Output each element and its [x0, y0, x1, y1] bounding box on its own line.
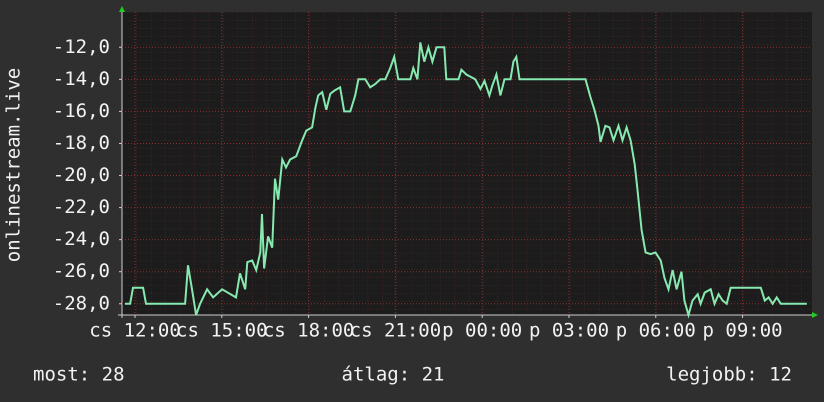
x-tick-label: cs 21:00: [350, 320, 442, 342]
y-tick-label: -20,0: [53, 164, 110, 186]
x-tick-label: cs 12:00: [89, 320, 181, 342]
y-tick-label: -12,0: [53, 36, 110, 58]
x-tick-label: p 00:00: [442, 320, 522, 342]
axis-arrow: [119, 6, 125, 12]
stat-current: most: 28: [33, 364, 125, 386]
x-tick-label: cs 18:00: [263, 320, 355, 342]
y-tick-label: -14,0: [53, 68, 110, 90]
y-tick-label: -24,0: [53, 228, 110, 250]
axis-arrow: [812, 312, 818, 318]
y-axis-title: onlinestream.live: [3, 68, 25, 262]
y-tick-label: -16,0: [53, 100, 110, 122]
y-tick-label: -22,0: [53, 196, 110, 218]
x-tick-label: cs 15:00: [176, 320, 268, 342]
stat-best: legjobb: 12: [666, 364, 792, 386]
x-tick-label: p 06:00: [616, 320, 696, 342]
y-tick-label: -28,0: [53, 292, 110, 314]
stat-average: átlag: 21: [342, 364, 445, 386]
minor-grid: [122, 12, 812, 315]
y-tick-label: -18,0: [53, 132, 110, 154]
x-tick-label: p 03:00: [529, 320, 609, 342]
y-tick-label: -26,0: [53, 260, 110, 282]
x-tick-label: p 09:00: [703, 320, 783, 342]
data-line: [124, 42, 807, 319]
